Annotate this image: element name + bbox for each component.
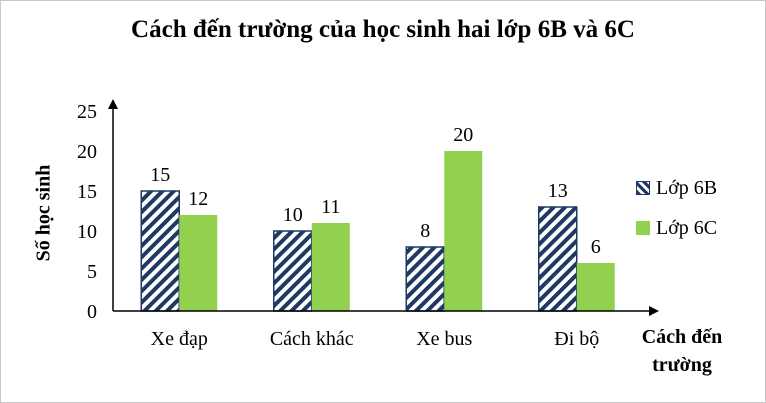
data-label: 8 [420,220,430,242]
data-label: 10 [283,204,303,226]
legend: Lớp 6B Lớp 6C [636,168,717,248]
x-axis-title: Cách đến trường [641,326,723,376]
legend-item-6c: Lớp 6C [636,208,717,248]
data-label: 11 [321,196,340,218]
x-axis-arrow [649,306,659,316]
y-axis-ticks: 0 5 10 15 20 25 [77,101,97,323]
y-tick-label: 10 [77,221,97,243]
x-tick-label: Cách khác [270,328,354,350]
x-tick-label: Đi bộ [554,328,599,350]
data-label: 6 [591,236,601,258]
data-label: 15 [150,164,170,186]
legend-swatch-6c [636,221,650,235]
data-labels: 15 12 10 11 8 20 13 6 [150,124,601,258]
axes [108,99,659,316]
legend-item-6b: Lớp 6B [636,168,717,208]
bar-6c [444,151,483,311]
x-axis-ticks: Xe đạp Cách khác Xe bus Đi bộ [151,328,600,350]
bar-6c [179,215,218,311]
y-tick-label: 20 [77,141,97,163]
bars [140,151,615,312]
y-tick-label: 25 [77,101,97,123]
bar-6b [140,190,180,312]
x-tick-label: Xe đạp [151,328,208,350]
y-tick-label: 0 [87,301,97,323]
bar-6c [311,223,350,311]
data-label: 13 [548,180,568,202]
bar-6b [538,206,578,312]
data-label: 12 [188,188,208,210]
legend-swatch-6b [636,181,650,195]
bar-6c [576,263,615,311]
y-tick-label: 15 [77,181,97,203]
x-tick-label: Xe bus [416,328,472,350]
y-axis-arrow [108,99,118,109]
data-label: 20 [453,124,473,146]
y-axis-title: Số học sinh [32,164,55,262]
legend-label-6c: Lớp 6C [656,216,718,239]
y-tick-label: 5 [87,261,97,283]
bar-6b [273,230,313,312]
legend-label-6b: Lớp 6B [656,176,718,199]
chart-title: Cách đến trường của học sinh hai lớp 6B … [131,16,635,43]
bar-6b [405,246,445,312]
